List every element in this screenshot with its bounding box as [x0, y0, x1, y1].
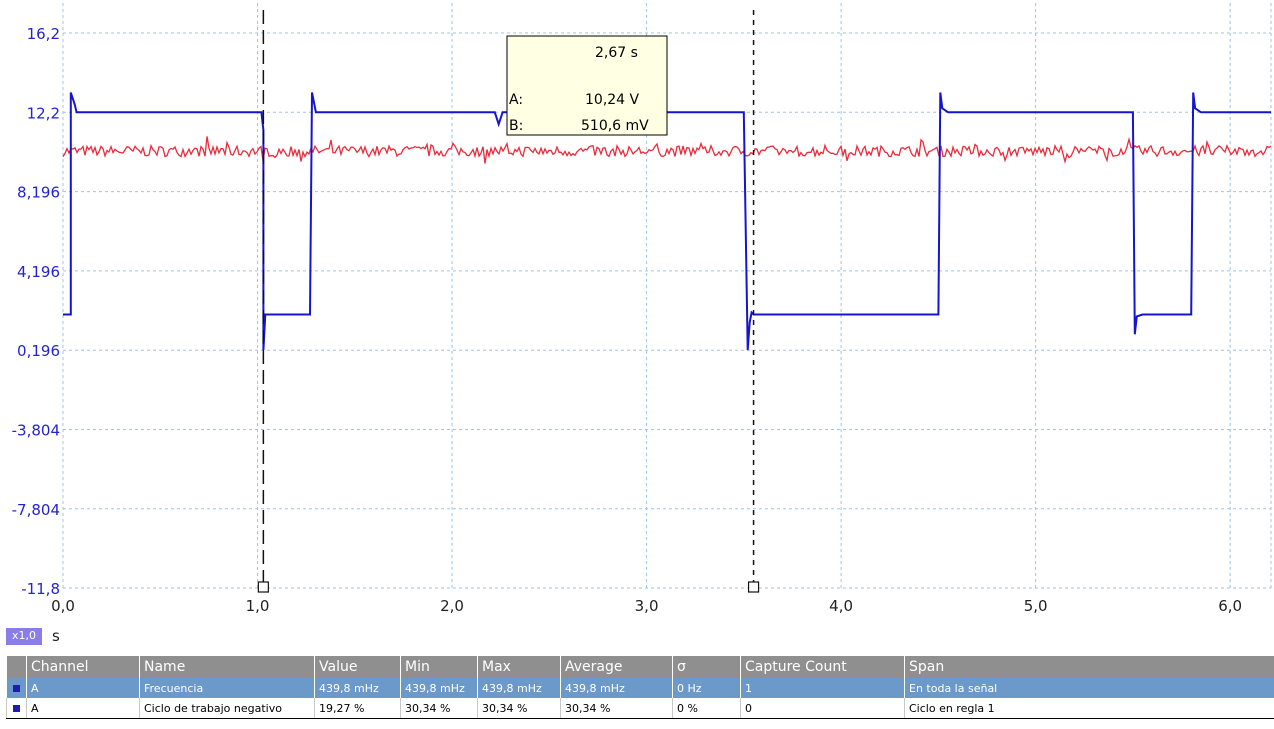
x-tick-label: 6,0	[1218, 597, 1242, 615]
x-tick-label: 3,0	[635, 597, 659, 615]
cell-average: 439,8 mHz	[560, 678, 673, 698]
cell-value: 19,27 %	[314, 698, 401, 719]
header-sigma[interactable]: σ	[672, 656, 741, 678]
cell-channel: A	[26, 698, 140, 719]
header-swatch	[6, 656, 27, 678]
cell-capture-count: 1	[740, 678, 905, 698]
y-tick-label: 8,196	[17, 184, 60, 202]
cell-max: 439,8 mHz	[477, 678, 561, 698]
header-capture-count[interactable]: Capture Count	[740, 656, 905, 678]
zoom-row: x1,0 s	[6, 627, 60, 645]
cursor-2-handle	[747, 581, 760, 593]
tooltip-a-value: 10,24 V	[585, 92, 640, 108]
header-channel[interactable]: Channel	[26, 656, 140, 678]
header-name[interactable]: Name	[139, 656, 315, 678]
y-tick-label: 16,2	[27, 25, 60, 43]
time-unit-label: s	[52, 627, 60, 645]
header-min[interactable]: Min	[400, 656, 478, 678]
table-header-row: Channel Name Value Min Max Average σ Cap…	[6, 656, 1274, 678]
cell-capture-count: 0	[740, 698, 905, 719]
x-tick-label: 2,0	[440, 597, 464, 615]
cursor-tooltip	[506, 35, 668, 136]
y-tick-label: -11,8	[21, 580, 60, 598]
series-a-line	[63, 92, 1271, 351]
zoom-badge[interactable]: x1,0	[6, 627, 43, 645]
y-tick-label: 12,2	[27, 104, 60, 122]
cell-min: 439,8 mHz	[400, 678, 478, 698]
cell-min: 30,34 %	[400, 698, 478, 719]
cell-span: En toda la señal	[904, 678, 1274, 698]
cell-value: 439,8 mHz	[314, 678, 401, 698]
oscilloscope-chart[interactable]: 16,2 12,2 8,196 4,196 0,196 -3,804 -7,804 -11,8…	[0, 0, 1274, 622]
channel-color-icon	[6, 678, 27, 698]
cell-sigma: 0 %	[672, 698, 741, 719]
table-row[interactable]: A Frecuencia 439,8 mHz 439,8 mHz 439,8 m…	[6, 678, 1274, 698]
cell-name: Ciclo de trabajo negativo	[139, 698, 315, 719]
header-max[interactable]: Max	[477, 656, 561, 678]
x-tick-label: 5,0	[1024, 597, 1048, 615]
tooltip-a-label: A:	[509, 92, 523, 108]
cursor-1-handle	[257, 581, 269, 593]
header-average[interactable]: Average	[560, 656, 673, 678]
chart-svg: 16,2 12,2 8,196 4,196 0,196 -3,804 -7,804 -11,8…	[12, 3, 1272, 615]
x-tick-label: 0,0	[51, 597, 75, 615]
x-tick-label: 1,0	[246, 597, 270, 615]
cell-span: Ciclo en regla 1	[904, 698, 1274, 719]
channel-color-icon	[6, 698, 27, 719]
y-tick-label: 4,196	[17, 263, 60, 281]
table-row[interactable]: A Ciclo de trabajo negativo 19,27 % 30,3…	[6, 698, 1274, 719]
series-b-line	[62, 136, 1272, 165]
tooltip-b-value: 510,6 mV	[581, 118, 649, 134]
cell-sigma: 0 Hz	[672, 678, 741, 698]
y-tick-label: -3,804	[12, 422, 60, 440]
y-tick-label: -7,804	[12, 501, 60, 519]
tooltip-delta: 2,67 s	[595, 45, 638, 61]
measurements-table: Channel Name Value Min Max Average σ Cap…	[6, 656, 1274, 719]
x-tick-label: 4,0	[829, 597, 853, 615]
cell-name: Frecuencia	[139, 678, 315, 698]
header-value[interactable]: Value	[314, 656, 401, 678]
cell-max: 30,34 %	[477, 698, 561, 719]
y-tick-label: 0,196	[17, 342, 60, 360]
header-span[interactable]: Span	[904, 656, 1274, 678]
cell-average: 30,34 %	[560, 698, 673, 719]
tooltip-b-label: B:	[509, 118, 523, 134]
cell-channel: A	[26, 678, 140, 698]
